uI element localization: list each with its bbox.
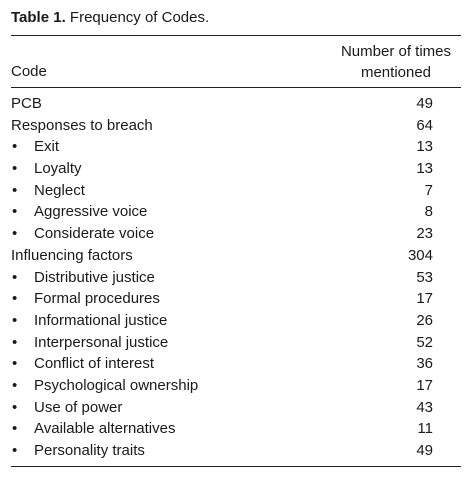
row-count-value: 36: [416, 355, 433, 373]
row-code-name: Loyalty: [34, 160, 82, 178]
bottom-rule: [11, 466, 461, 467]
table-caption-title: Frequency of Codes.: [69, 9, 210, 26]
table-row: Influencing factors 304: [11, 245, 461, 267]
top-rule: [11, 35, 461, 36]
bullet-icon: •: [12, 420, 18, 438]
table-row-subitem: • Personality traits 49: [11, 440, 461, 462]
row-count-value: 304: [407, 246, 433, 264]
row-code-name: Considerate voice: [34, 225, 155, 243]
header-rule: [11, 87, 461, 88]
column-header-count-line2: mentioned: [360, 64, 432, 81]
bullet-icon: •: [12, 203, 18, 221]
row-code-name: Informational justice: [34, 311, 168, 329]
row-count-value: 53: [416, 268, 433, 286]
row-code-name: Exit: [34, 138, 60, 156]
row-count-value: 17: [416, 290, 433, 308]
row-count-value: 23: [416, 225, 433, 243]
bullet-icon: •: [12, 268, 18, 286]
bullet-icon: •: [12, 160, 18, 178]
bullet-icon: •: [12, 311, 18, 329]
row-count-value: 64: [416, 116, 433, 134]
table-row-subitem: • Psychological ownership 17: [11, 375, 461, 397]
table-row-subitem: • Considerate voice 23: [11, 223, 461, 245]
row-count-value: 13: [416, 138, 433, 156]
table-row-subitem: • Informational justice 26: [11, 310, 461, 332]
table-row-subitem: • Neglect 7: [11, 180, 461, 202]
row-code-name: Use of power: [34, 398, 123, 416]
table-row-subitem: • Interpersonal justice 52: [11, 332, 461, 354]
row-count-value: 11: [417, 420, 433, 438]
row-code-name: Influencing factors: [11, 246, 133, 264]
row-count-value: 52: [416, 333, 433, 351]
row-code-name: PCB: [11, 95, 42, 112]
row-count-value: 49: [416, 95, 433, 112]
bullet-icon: •: [12, 376, 18, 394]
row-code-name: Formal procedures: [34, 290, 160, 308]
row-code-name: Responses to breach: [11, 116, 153, 134]
column-header-code: Code: [11, 63, 47, 80]
bullet-icon: •: [12, 181, 18, 199]
row-code-name: Interpersonal justice: [34, 333, 169, 351]
table-row-subitem: • Loyalty 13: [11, 158, 461, 180]
bullet-icon: •: [12, 290, 18, 308]
row-code-name: Personality traits: [34, 442, 145, 459]
bullet-icon: •: [12, 398, 18, 416]
bullet-icon: •: [12, 442, 18, 459]
bullet-icon: •: [12, 333, 18, 351]
row-count-value: 17: [416, 376, 433, 394]
row-count-value: 8: [424, 203, 433, 221]
row-code-name: Psychological ownership: [34, 376, 199, 394]
table-row: Responses to breach 64: [11, 115, 461, 137]
table-row-subitem: • Aggressive voice 8: [11, 201, 461, 223]
row-code-name: Aggressive voice: [34, 203, 148, 221]
table-row-subitem: • Use of power 43: [11, 397, 461, 419]
table-row-subitem: • Conflict of interest 36: [11, 353, 461, 375]
table-row: PCB 49: [11, 93, 461, 115]
row-code-name: Conflict of interest: [34, 355, 155, 373]
table-caption-label: Table 1.: [11, 9, 66, 26]
table-row-subitem: • Exit 13: [11, 136, 461, 158]
table-row-subitem: • Formal procedures 17: [11, 288, 461, 310]
table-caption: Table 1. Frequency of Codes.: [11, 8, 209, 28]
bullet-icon: •: [12, 355, 18, 373]
row-count-value: 7: [424, 181, 433, 199]
bullet-icon: •: [12, 138, 18, 156]
table-row-subitem: • Available alternatives 11: [11, 418, 461, 440]
table-row-subitem: • Distributive justice 53: [11, 267, 461, 289]
row-code-name: Neglect: [34, 181, 85, 199]
bullet-icon: •: [12, 225, 18, 243]
column-header-count-line1: Number of times: [340, 43, 452, 60]
row-count-value: 13: [416, 160, 433, 178]
row-code-name: Distributive justice: [34, 268, 155, 286]
row-code-name: Available alternatives: [34, 420, 176, 438]
table-body: PCB 49 Responses to breach 64 • Exit 13 • Loyalt…: [11, 93, 461, 462]
column-header-count: Number of times mentioned: [331, 41, 461, 83]
row-count-value: 43: [416, 398, 433, 416]
row-count-value: 26: [416, 311, 433, 329]
row-count-value: 49: [416, 442, 433, 459]
